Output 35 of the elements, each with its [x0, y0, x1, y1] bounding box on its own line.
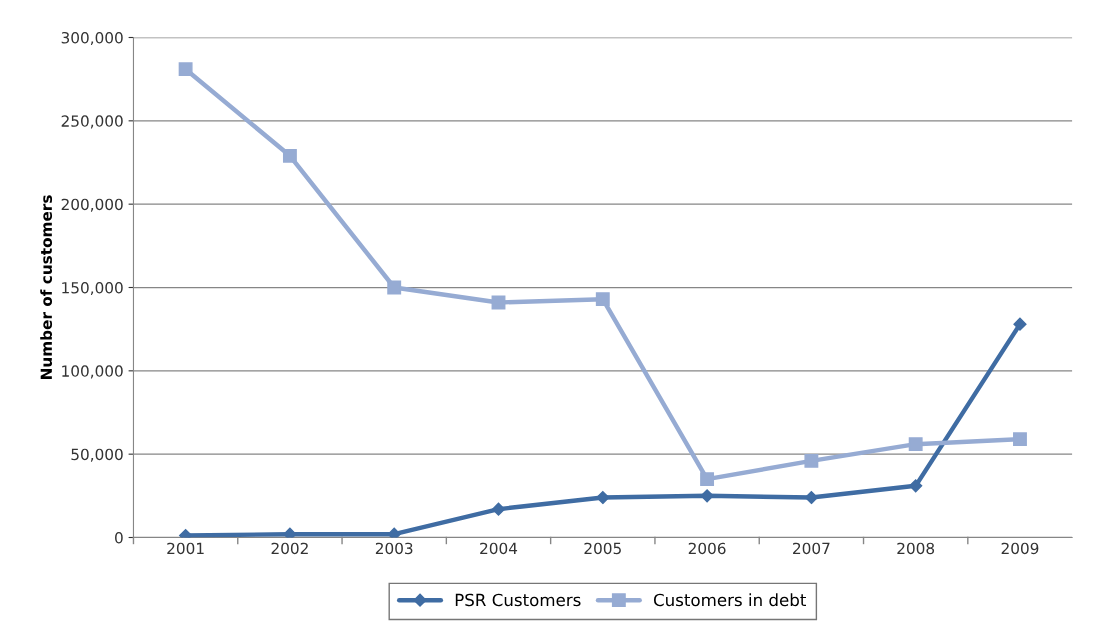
point — [700, 489, 714, 503]
x-tick-label: 2003 — [375, 542, 413, 555]
x-tick-label: 2007 — [793, 542, 830, 555]
point — [283, 527, 297, 538]
y-tick-label: 250,000 — [61, 115, 123, 129]
point — [1013, 317, 1027, 331]
point — [282, 148, 297, 163]
x-tick-label: 2005 — [584, 542, 621, 555]
point — [596, 490, 610, 505]
y-tick-label: 150,000 — [62, 281, 123, 296]
y-tick-label: 0 — [115, 531, 123, 544]
point — [595, 292, 610, 307]
point — [804, 490, 818, 505]
point — [387, 527, 401, 538]
point — [908, 437, 923, 452]
point — [909, 479, 923, 493]
x-tick-label: 2002 — [271, 542, 308, 555]
point — [387, 280, 402, 295]
y-tick-label: 50,000 — [71, 448, 123, 462]
x-tick-label: 2004 — [480, 542, 518, 555]
y-tick-label: 100,000 — [62, 365, 123, 379]
y-axis-title: Number of customers — [40, 195, 53, 380]
x-tick-label: 2008 — [897, 542, 935, 555]
y-tick-label: 300,000 — [61, 31, 123, 46]
point — [1013, 432, 1027, 447]
point — [804, 453, 819, 468]
x-tick-label: 2006 — [688, 542, 726, 555]
point — [491, 502, 506, 516]
legend-label: Customers in debt — [653, 593, 806, 607]
point — [700, 472, 715, 487]
point — [178, 62, 193, 77]
legend-label: PSR Customers — [455, 593, 581, 607]
y-tick-label: 200,000 — [61, 198, 123, 212]
x-tick-label: 2001 — [167, 542, 204, 555]
x-tick-label: 2009 — [1001, 542, 1039, 555]
